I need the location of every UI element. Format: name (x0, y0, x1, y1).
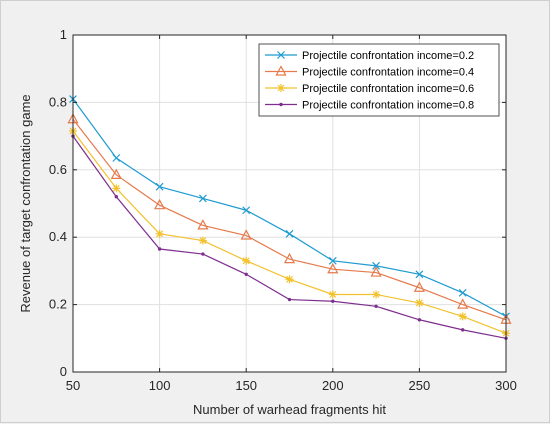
series-line (72, 118, 507, 321)
x-marker (112, 154, 121, 162)
triangle-marker (370, 266, 382, 277)
dot-marker (244, 272, 248, 276)
triangle-marker (457, 298, 469, 309)
dot-marker (157, 247, 162, 251)
plot-frame (72, 34, 507, 373)
dot-marker (279, 102, 283, 107)
dot-marker (417, 318, 422, 322)
dot-marker (461, 328, 465, 332)
legend-entry: Projectile confrontation income=0.4 (265, 65, 474, 79)
x-tick-label: 300 (495, 378, 517, 393)
x-marker (458, 288, 467, 297)
y-tick-label: 0.6 (49, 162, 67, 177)
x-axis-label: Number of warhead fragments hit (193, 402, 386, 417)
star-marker (155, 229, 164, 238)
dot-marker (114, 195, 119, 199)
y-tick-label: 0 (60, 364, 67, 379)
triangle-marker (275, 65, 287, 76)
star-marker (415, 298, 424, 307)
legend-entry: Projectile confrontation income=0.8 (265, 100, 474, 112)
x-marker (155, 182, 164, 191)
x-tick-label: 250 (409, 378, 431, 393)
dot-marker (331, 299, 335, 303)
x-marker (277, 51, 285, 59)
legend-label: Projectile confrontation income=0.2 (302, 50, 474, 62)
triangle-marker (327, 262, 339, 274)
triangle-marker (153, 198, 166, 210)
legend-entry: Projectile confrontation income=0.2 (265, 50, 474, 62)
legend-box (258, 43, 500, 117)
legend-entry: Projectile confrontation income=0.6 (265, 83, 474, 95)
x-marker (242, 206, 251, 215)
y-tick-label: 1 (60, 27, 67, 42)
x-marker (372, 261, 381, 270)
x-tick-label: 50 (66, 378, 80, 393)
star-marker (328, 290, 337, 299)
series-layer (67, 95, 512, 340)
x-marker (198, 194, 207, 203)
x-tick-label: 200 (322, 378, 344, 393)
dot-marker (287, 297, 292, 302)
triangle-marker (283, 252, 296, 264)
legend-label: Projectile confrontation income=0.8 (302, 100, 474, 112)
x-tick-label: 150 (235, 378, 257, 393)
series-4 (71, 134, 508, 340)
legend-label: Projectile confrontation income=0.4 (302, 67, 474, 79)
star-marker (277, 84, 285, 92)
series-3 (69, 127, 510, 338)
star-marker (198, 236, 207, 245)
star-marker (372, 290, 381, 299)
star-marker (285, 275, 294, 284)
dot-marker (374, 304, 378, 308)
y-axis-label: Revenue of target confrontation game (18, 94, 33, 312)
triangle-marker (110, 168, 122, 179)
y-tick-label: 0.4 (49, 229, 67, 244)
x-tick-label: 100 (149, 378, 171, 393)
ticks: 50 100 150 200 250 300 0 0.2 0.4 0.6 0.8 1 (49, 27, 517, 393)
star-marker (242, 256, 251, 265)
x-marker (415, 270, 424, 279)
legend: Projectile confrontation income=0.2 Proje… (258, 43, 500, 117)
triangle-marker (240, 229, 252, 240)
x-marker (328, 256, 337, 265)
star-marker (458, 312, 467, 321)
legend-label: Projectile confrontation income=0.6 (302, 83, 474, 95)
triangle-marker (413, 281, 426, 292)
dot-marker (201, 252, 205, 256)
triangle-marker (197, 219, 209, 230)
x-marker (285, 229, 294, 238)
y-tick-label: 0.8 (49, 94, 67, 109)
y-tick-label: 0.2 (49, 297, 67, 312)
star-marker (112, 184, 121, 193)
